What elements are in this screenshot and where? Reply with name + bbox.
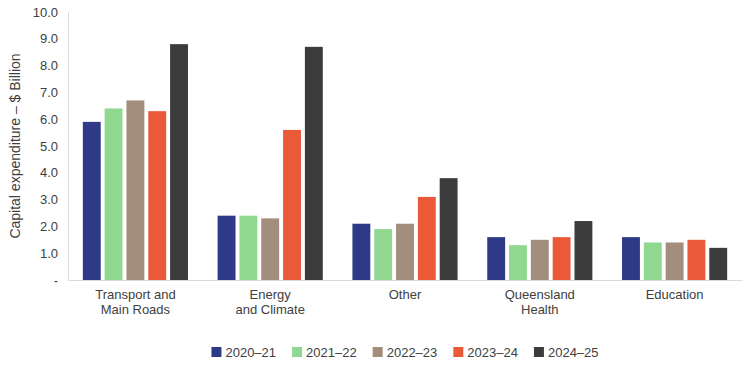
- x-tick: Energyand Climate: [236, 280, 305, 317]
- y-tick-label: 8.0: [40, 58, 58, 73]
- bar: [283, 130, 301, 280]
- y-axis-line: [68, 13, 69, 281]
- series: [105, 108, 662, 280]
- x-tick: Education: [646, 280, 704, 302]
- series: [170, 44, 727, 280]
- bar: [126, 100, 144, 280]
- legend-label: 2023–24: [467, 345, 518, 360]
- chart: - 1.0 2.0 3.0 4.0 5.0 6.0 7.0 8.0 9.0 10.0 Transpor…: [0, 0, 750, 375]
- bar: [553, 237, 571, 280]
- legend: 2020–21 2021–22 2022–23 2023–24 2024–25: [211, 345, 598, 360]
- bar: [83, 122, 101, 280]
- y-tick-label: -: [54, 273, 58, 288]
- x-tick-label: Other: [389, 287, 422, 302]
- y-tick: 6.0: [40, 112, 68, 127]
- y-tick: -: [54, 273, 68, 288]
- x-tick: Transport andMain Roads: [95, 280, 175, 317]
- bars: [83, 44, 727, 280]
- bar: [418, 197, 436, 280]
- bar: [440, 178, 458, 280]
- y-tick: 7.0: [40, 85, 68, 100]
- bar: [687, 240, 705, 280]
- y-tick-label: 2.0: [40, 219, 58, 234]
- y-tick: 5.0: [40, 139, 68, 154]
- x-tick-label: Transport andMain Roads: [95, 287, 175, 317]
- y-tick: 9.0: [40, 31, 68, 46]
- series: [83, 122, 640, 280]
- y-tick: 2.0: [40, 219, 68, 234]
- legend-swatch: [292, 347, 302, 357]
- y-tick-label: 1.0: [40, 246, 58, 261]
- x-tick: Other: [389, 280, 422, 302]
- legend-label: 2024–25: [548, 345, 599, 360]
- y-tick: 10.0: [33, 5, 68, 20]
- bar: [574, 221, 592, 280]
- y-tick-label: 7.0: [40, 85, 58, 100]
- y-tick: 4.0: [40, 165, 68, 180]
- legend-item: 2022–23: [373, 345, 438, 360]
- bar: [148, 111, 166, 280]
- legend-swatch: [534, 347, 544, 357]
- series: [148, 111, 705, 280]
- y-axis-title: Capital expenditure – $ Billion: [7, 53, 23, 238]
- bar: [509, 245, 527, 280]
- bar: [261, 218, 279, 280]
- legend-swatch: [373, 347, 383, 357]
- legend-label: 2021–22: [306, 345, 357, 360]
- y-tick-label: 3.0: [40, 192, 58, 207]
- legend-swatch: [211, 347, 221, 357]
- y-tick-label: 5.0: [40, 139, 58, 154]
- bar: [305, 47, 323, 280]
- y-tick-label: 10.0: [33, 5, 58, 20]
- y-tick: 8.0: [40, 58, 68, 73]
- y-axis: - 1.0 2.0 3.0 4.0 5.0 6.0 7.0 8.0 9.0 10.0: [33, 5, 69, 288]
- y-tick-label: 9.0: [40, 31, 58, 46]
- legend-swatch: [453, 347, 463, 357]
- legend-item: 2023–24: [453, 345, 518, 360]
- bar: [352, 224, 370, 280]
- legend-item: 2020–21: [211, 345, 276, 360]
- bar: [531, 240, 549, 280]
- x-tick-label: QueenslandHealth: [505, 287, 575, 317]
- bar: [622, 237, 640, 280]
- x-axis-line: [69, 280, 743, 281]
- legend-label: 2022–23: [387, 345, 438, 360]
- y-tick: 1.0: [40, 246, 68, 261]
- bar: [170, 44, 188, 280]
- bar: [666, 242, 684, 280]
- bar: [218, 216, 236, 280]
- y-tick-label: 4.0: [40, 165, 58, 180]
- bar: [239, 216, 257, 280]
- series: [126, 100, 683, 280]
- plot: - 1.0 2.0 3.0 4.0 5.0 6.0 7.0 8.0 9.0 10.0 Transpor…: [33, 5, 743, 318]
- x-tick-label: Education: [646, 287, 704, 302]
- bar: [374, 229, 392, 280]
- x-axis: Transport andMain Roads Energyand Climate…: [69, 280, 743, 317]
- y-tick: 3.0: [40, 192, 68, 207]
- bar: [396, 224, 414, 280]
- legend-item: 2021–22: [292, 345, 357, 360]
- bar: [709, 248, 727, 280]
- bar: [487, 237, 505, 280]
- x-tick-label: Energyand Climate: [236, 287, 305, 317]
- bar: [105, 108, 123, 280]
- x-tick: QueenslandHealth: [505, 280, 575, 317]
- y-tick-label: 6.0: [40, 112, 58, 127]
- legend-item: 2024–25: [534, 345, 599, 360]
- bar: [644, 242, 662, 280]
- legend-label: 2020–21: [225, 345, 276, 360]
